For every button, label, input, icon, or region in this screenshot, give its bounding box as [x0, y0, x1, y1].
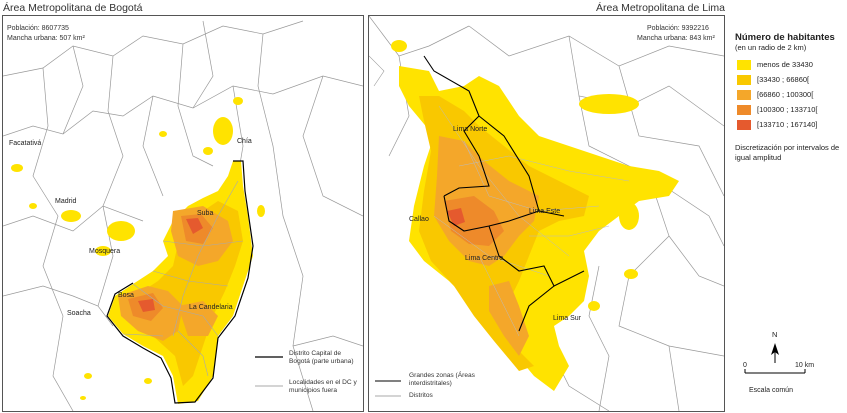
legend-class-label: menos de 33430: [757, 60, 813, 69]
density-legend: Número de habitantes (en un radio de 2 k…: [735, 32, 845, 163]
place-suba: Suba: [197, 210, 214, 217]
legend-classes: menos de 33430 [33430 ; 66860[ [66860 ; 10…: [735, 58, 845, 133]
north-arrow-and-scale: [744, 343, 806, 374]
legend-swatch: [737, 90, 751, 100]
bogota-urban-level3-center: [178, 301, 218, 336]
scale-zero: 0: [743, 362, 747, 369]
legend-swatch: [737, 75, 751, 85]
lima-map: [369, 16, 724, 411]
lima-urban-east-blob: [619, 202, 639, 230]
legend-class-label: [33430 ; 66860[: [757, 75, 810, 84]
legend-class-label: [100300 ; 133710[: [757, 105, 818, 114]
bogota-urban-level5-suba: [186, 218, 203, 234]
lima-zone-boundaries: [423, 55, 585, 332]
legend-class-row: menos de 33430: [735, 58, 845, 73]
lima-mancha: Mancha urbana: 843 km²: [637, 35, 715, 42]
bogota-urban-level5-bosa: [138, 299, 155, 312]
place-madrid: Madrid: [55, 198, 77, 205]
legend-title: Número de habitantes: [735, 32, 835, 43]
legend-swatch: [737, 105, 751, 115]
scale-distance: 10 km: [795, 362, 815, 369]
bogota-map-panel: Población: 8607735 Mancha urbana: 507 km…: [2, 15, 364, 412]
legend-class-row: [133710 ; 167140]: [735, 118, 845, 133]
place-soacha: Soacha: [67, 310, 91, 317]
legend-class-row: [66860 ; 100300[: [735, 88, 845, 103]
scale-block: N 0 10 km Escala común: [735, 325, 845, 405]
place-lima-centro: Lima Centro: [465, 255, 504, 262]
legend-class-row: [100300 ; 133710[: [735, 103, 845, 118]
place-candelaria: La Candelaria: [189, 304, 233, 311]
lima-district-lines: [433, 105, 630, 337]
lima-population: Población: 9392216: [647, 25, 709, 32]
legend-dc-text: Distrito Capital de Bogotá (parte urbana…: [289, 350, 354, 365]
legend-zonas-text: Grandes zonas (Áreas interdistritales): [409, 372, 475, 387]
legend-distritos-text: Distritos: [409, 392, 433, 399]
bogota-satellite-towns: [11, 97, 265, 400]
place-chia: Chía: [237, 138, 252, 145]
place-mosquera: Mosquera: [89, 248, 121, 255]
bogota-map: [3, 20, 363, 411]
bogota-localidades-lines: [122, 180, 244, 377]
legend-subtitle: (en un radio de 2 km): [735, 43, 807, 52]
legend-swatch: [737, 120, 751, 130]
lima-map-panel: Población: 9392216 Mancha urbana: 843 km…: [368, 15, 725, 412]
bogota-title: Área Metropolitana de Bogotá: [3, 2, 143, 14]
bogota-population: Población: 8607735: [7, 25, 69, 32]
lima-urban-level3-south: [489, 281, 529, 356]
bogota-mancha: Mancha urbana: 507 km²: [7, 35, 85, 42]
lima-title: Área Metropolitana de Lima: [596, 2, 725, 14]
legend-class-label: [66860 ; 100300[: [757, 90, 814, 99]
legend-localidades-text: Localidades en el DC y municipios fuera: [289, 379, 357, 394]
place-facatativa: Facatativá: [9, 140, 42, 147]
legend-class-row: [33430 ; 66860[: [735, 73, 845, 88]
legend-note: Discretización por intervalos de igual a…: [735, 143, 840, 162]
legend-class-label: [133710 ; 167140]: [757, 120, 818, 129]
north-label: N: [772, 330, 778, 339]
lima-urban-east-arm: [579, 94, 639, 114]
place-bosa: Bosa: [118, 292, 134, 299]
bogota-dc-boundary: [106, 160, 254, 404]
place-lima-sur: Lima Sur: [553, 315, 582, 322]
place-lima-norte: Lima Norte: [453, 126, 488, 133]
place-lima-este: Lima Este: [529, 208, 561, 215]
scale-caption: Escala común: [749, 387, 793, 394]
legend-swatch: [737, 60, 751, 70]
lima-urban-level5-callao: [447, 208, 465, 226]
bogota-municipal-boundaries: [3, 20, 363, 411]
place-callao: Callao: [409, 216, 429, 223]
north-arrow-icon: [771, 343, 779, 355]
